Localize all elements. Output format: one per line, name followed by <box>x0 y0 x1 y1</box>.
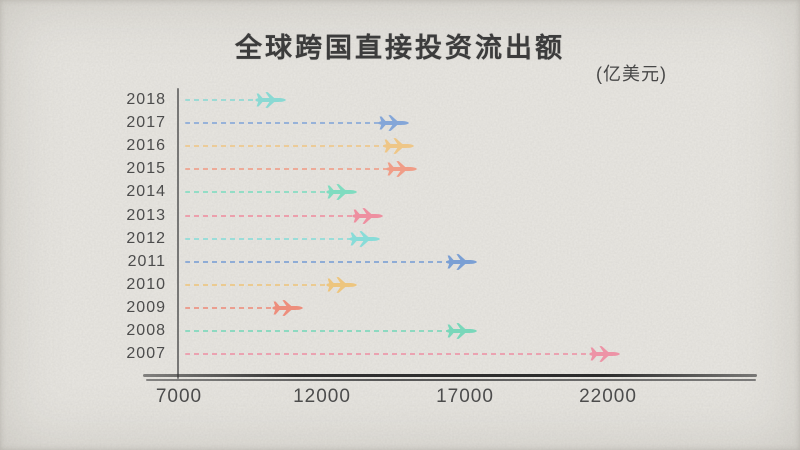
airplane-icon <box>383 138 415 155</box>
chart-row: 2018 <box>0 89 800 112</box>
year-label: 2016 <box>126 137 166 155</box>
chart-row: 2016 <box>0 135 800 158</box>
unit-label: (亿美元) <box>596 64 667 84</box>
flight-dashed-line <box>185 330 451 332</box>
airplane-icon <box>446 323 478 339</box>
flight-dashed-line <box>185 99 259 101</box>
flight-dashed-line <box>185 122 382 125</box>
chart-row: 2013 <box>0 204 800 227</box>
x-axis-line-underline <box>146 379 756 381</box>
airplane-icon <box>386 161 418 178</box>
flight-dashed-line <box>185 260 451 263</box>
airplane-icon <box>446 253 478 270</box>
chart-row: 2014 <box>0 181 800 204</box>
chart-row: 2009 <box>0 296 800 319</box>
flight-dashed-line <box>185 145 388 148</box>
airplane-icon <box>326 276 358 293</box>
x-tick-label: 12000 <box>293 386 351 407</box>
airplane-icon <box>349 230 380 247</box>
year-label: 2017 <box>126 114 166 132</box>
airplane-icon <box>352 207 383 224</box>
year-label: 2010 <box>126 275 166 293</box>
year-label: 2014 <box>126 183 166 201</box>
airplane-icon <box>589 346 621 362</box>
flight-dashed-line <box>185 353 594 356</box>
flight-dashed-line <box>185 306 276 309</box>
flight-dashed-line <box>185 191 331 194</box>
flight-dashed-line <box>185 168 391 171</box>
year-label: 2009 <box>126 298 166 316</box>
y-axis-line <box>177 88 179 379</box>
x-tick-label: 17000 <box>436 386 494 407</box>
year-label: 2018 <box>126 91 166 108</box>
chart-row: 2017 <box>0 112 800 135</box>
year-label: 2007 <box>126 345 166 363</box>
chart-row: 2010 <box>0 273 800 296</box>
airplane-icon <box>377 115 409 131</box>
year-label: 2013 <box>126 206 166 224</box>
flight-dashed-line <box>185 283 331 286</box>
year-label: 2015 <box>126 160 166 178</box>
chart-row: 2012 <box>0 227 800 250</box>
x-tick-label: 22000 <box>579 386 637 407</box>
chart-row: 2015 <box>0 158 800 181</box>
year-label: 2012 <box>126 229 166 247</box>
year-label: 2008 <box>126 322 166 339</box>
x-axis-line <box>143 374 757 377</box>
x-tick-label: 7000 <box>155 386 203 407</box>
chart-title: 全球跨国直接投资流出额 <box>235 33 565 63</box>
chart-row: 2011 <box>0 250 800 273</box>
airplane-icon <box>326 184 358 201</box>
airplane-icon <box>271 300 303 316</box>
flight-dashed-line <box>185 214 356 217</box>
chart-row: 2008 <box>0 320 800 343</box>
airplane-icon <box>254 92 286 108</box>
chart-row: 2007 <box>0 343 800 366</box>
flight-dashed-line <box>185 237 353 240</box>
year-label: 2011 <box>127 252 166 270</box>
